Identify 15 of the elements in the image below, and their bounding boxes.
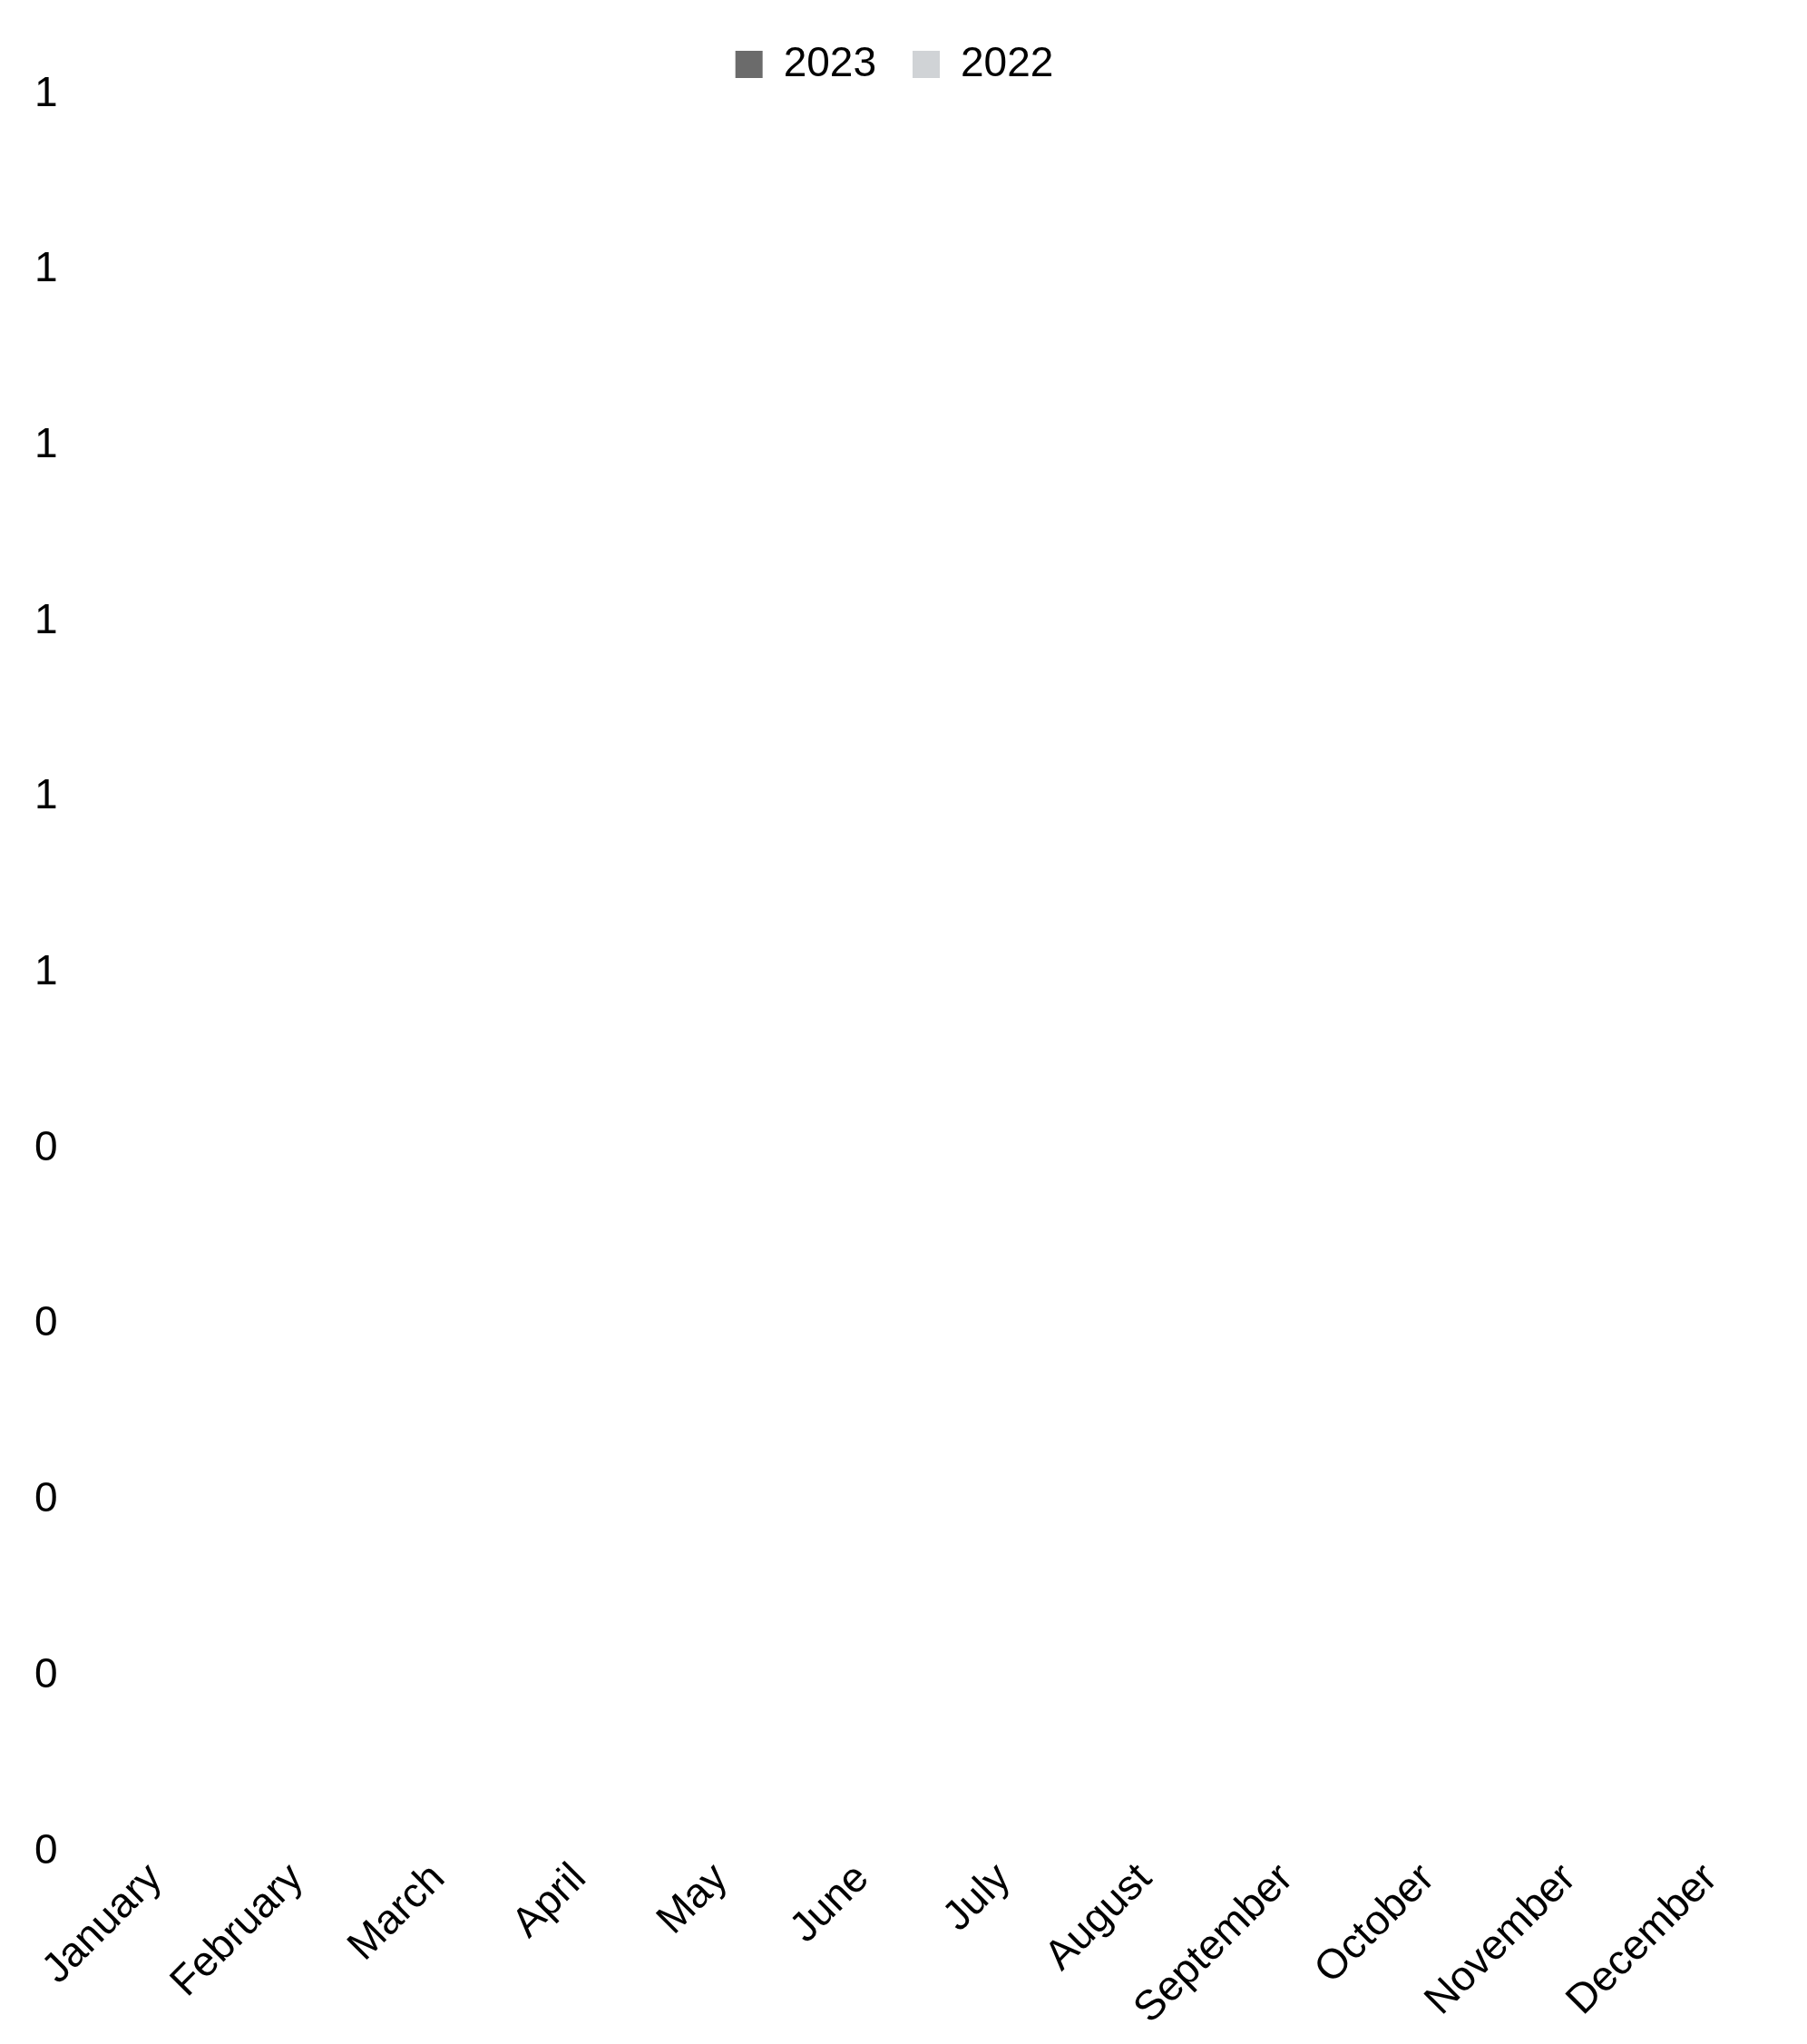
x-tick-label: July <box>933 1853 1019 1940</box>
y-tick-label: 0 <box>34 1297 58 1345</box>
y-tick-label: 1 <box>34 243 58 291</box>
y-tick-label: 0 <box>34 1473 58 1521</box>
legend-label: 2022 <box>961 37 1054 85</box>
y-tick-label: 0 <box>34 1121 58 1169</box>
y-tick-label: 1 <box>34 770 58 818</box>
x-tick-label: May <box>646 1853 737 1942</box>
legend-label: 2023 <box>783 37 877 85</box>
y-tick-label: 0 <box>34 1824 58 1873</box>
y-tick-label: 1 <box>34 594 58 642</box>
y-tick-label: 1 <box>34 419 58 467</box>
y-tick-label: 1 <box>34 946 58 994</box>
y-tick-label: 0 <box>34 1648 58 1697</box>
y-tick-label: 1 <box>34 67 58 115</box>
